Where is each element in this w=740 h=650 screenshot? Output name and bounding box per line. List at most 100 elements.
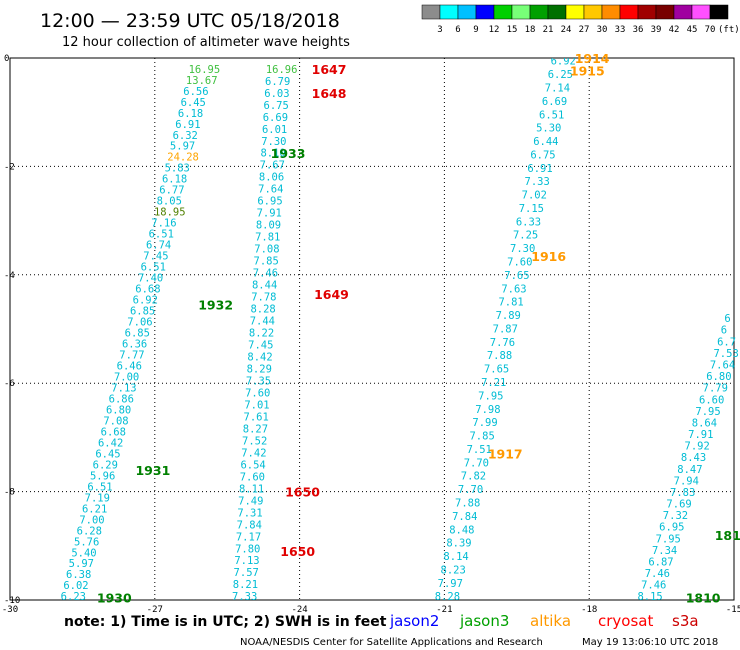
footer-timestamp: May 19 13:06:10 UTC 2018 [582, 637, 718, 648]
wave-height-value: 7.77 [119, 349, 144, 361]
track-group: 6.236.026.385.975.405.766.287.006.217.19… [61, 58, 739, 603]
wave-height-value: 7.33 [232, 591, 257, 603]
wave-height-value: 7.00 [79, 514, 104, 526]
colorbar-swatch [583, 4, 603, 20]
pass-time-label: 1650 [280, 544, 315, 559]
wave-height-value: 7.60 [507, 257, 532, 269]
colorbar-swatch [457, 4, 477, 20]
wave-height-value: 6.42 [98, 437, 123, 449]
wave-height-value: 7.89 [496, 310, 521, 322]
wave-height-value: 7.60 [245, 387, 270, 399]
x-tick-label: -15 [726, 605, 740, 615]
wave-height-value: 7.13 [111, 382, 136, 394]
wave-height-value: 6.32 [173, 130, 198, 142]
wave-height-value: 6.77 [159, 185, 184, 197]
wave-height-value: 6.38 [66, 569, 91, 581]
legend-item-jason3: jason3 [459, 612, 509, 630]
colorbar-swatch [547, 4, 567, 20]
wave-height-value: 5.30 [536, 123, 561, 135]
footer: note: 1) Time is in UTC; 2) SWH is in fe… [64, 612, 718, 648]
pass-time-label: 1650 [285, 485, 320, 500]
y-tick-label: -4 [4, 271, 15, 281]
wave-height-value: 8.42 [247, 351, 272, 363]
wave-height-value: 7.67 [260, 160, 285, 172]
x-tick-label: -21 [436, 605, 452, 615]
pass-time-label: 1931 [135, 463, 170, 478]
wave-height-value: 7.99 [472, 417, 497, 429]
wave-height-value: 7.01 [244, 399, 269, 411]
colorbar-swatch [421, 4, 441, 20]
wave-height-value: 8.43 [681, 452, 706, 464]
wave-height-value: 7.15 [519, 203, 544, 215]
x-tick-label: -24 [291, 605, 307, 615]
wave-height-value: 7.64 [710, 360, 735, 372]
wave-height-value: 7.16 [151, 218, 176, 230]
wave-height-value: 7.82 [461, 471, 486, 483]
wave-height-value: 6.33 [516, 216, 541, 228]
colorbar-tick-label: 9 [473, 25, 478, 35]
y-tick-label: -6 [4, 379, 15, 389]
x-tick-label: -30 [2, 605, 18, 615]
wave-height-value: 6.51 [149, 229, 174, 241]
colorbar-tick-label: 42 [669, 25, 680, 35]
y-tick-label: 0 [4, 54, 9, 64]
wave-height-value: 7.53 [713, 348, 738, 360]
colorbar-tick-label: 6 [455, 25, 460, 35]
y-tick-label: -2 [4, 162, 15, 172]
colorbar-tick-label: 18 [525, 25, 536, 35]
wave-height-value: 7.30 [510, 243, 535, 255]
wave-height-value: 6.44 [533, 136, 558, 148]
wave-height-value: 7.08 [103, 415, 128, 427]
wave-height-value: 6.46 [117, 360, 142, 372]
x-tick-label: -18 [581, 605, 597, 615]
wave-height-value: 7.49 [238, 495, 263, 507]
pass-time-label: 1648 [312, 86, 347, 101]
wave-height-value: 5.97 [170, 141, 195, 153]
pass-time-label: 1916 [531, 249, 566, 264]
wave-height-value: 8.05 [157, 196, 182, 208]
wave-height-value: 5.40 [71, 547, 96, 559]
wave-height-value: 18.95 [154, 207, 186, 219]
pass-time-label: 1914 [575, 51, 610, 66]
wave-height-value: 7.92 [685, 441, 710, 453]
wave-height-value: 8.48 [449, 524, 474, 536]
plot-frame [9, 57, 735, 601]
colorbar-swatch [475, 4, 495, 20]
wave-height-value: 7.57 [234, 567, 259, 579]
wave-height-value: 6.85 [130, 306, 155, 318]
y-tick-label: -8 [4, 488, 15, 498]
legend-item-altika: altika [530, 612, 571, 630]
wave-height-value: 6.75 [530, 149, 555, 161]
wave-height-value: 7.02 [522, 190, 547, 202]
wave-height-value: 7.65 [484, 364, 509, 376]
wave-height-value: 6.91 [175, 119, 200, 131]
wave-height-value: 7.08 [254, 244, 279, 256]
wave-height-value: 6.80 [106, 404, 131, 416]
wave-height-value: 7.91 [688, 429, 713, 441]
colorbar-tick-label: 12 [489, 25, 500, 35]
wave-height-value: 6.23 [61, 591, 86, 603]
wave-height-value: 6.79 [265, 76, 290, 88]
colorbar-tick-label: 33 [615, 25, 626, 35]
wave-height-value: 6.02 [63, 580, 88, 592]
wave-height-value: 7.65 [504, 270, 529, 282]
wave-height-value: 7.78 [251, 292, 276, 304]
wave-height-value: 5.97 [69, 558, 94, 570]
wave-height-value: 6.51 [141, 262, 166, 274]
wave-height-value: 8.28 [250, 304, 275, 316]
wave-height-value: 7.45 [248, 340, 273, 352]
wave-height-value: 8.10 [260, 148, 285, 160]
y-tick-label: -10 [4, 596, 20, 606]
wave-height-value: 8.21 [233, 579, 258, 591]
wave-height-value: 8.27 [243, 423, 268, 435]
wave-height-value: 7.46 [641, 580, 666, 592]
wave-height-value: 7.44 [250, 316, 275, 328]
wave-height-value: 6 [724, 313, 730, 325]
wave-height-value: 7.95 [478, 390, 503, 402]
colorbar-swatch [493, 4, 513, 20]
wave-height-value: 6.69 [542, 96, 567, 108]
chart-title: 12:00 — 23:59 UTC 05/18/2018 [40, 10, 340, 32]
colorbar-tick-label: 45 [687, 25, 698, 35]
wave-height-value: 7.45 [143, 251, 168, 263]
wave-height-value: 7.33 [525, 176, 550, 188]
